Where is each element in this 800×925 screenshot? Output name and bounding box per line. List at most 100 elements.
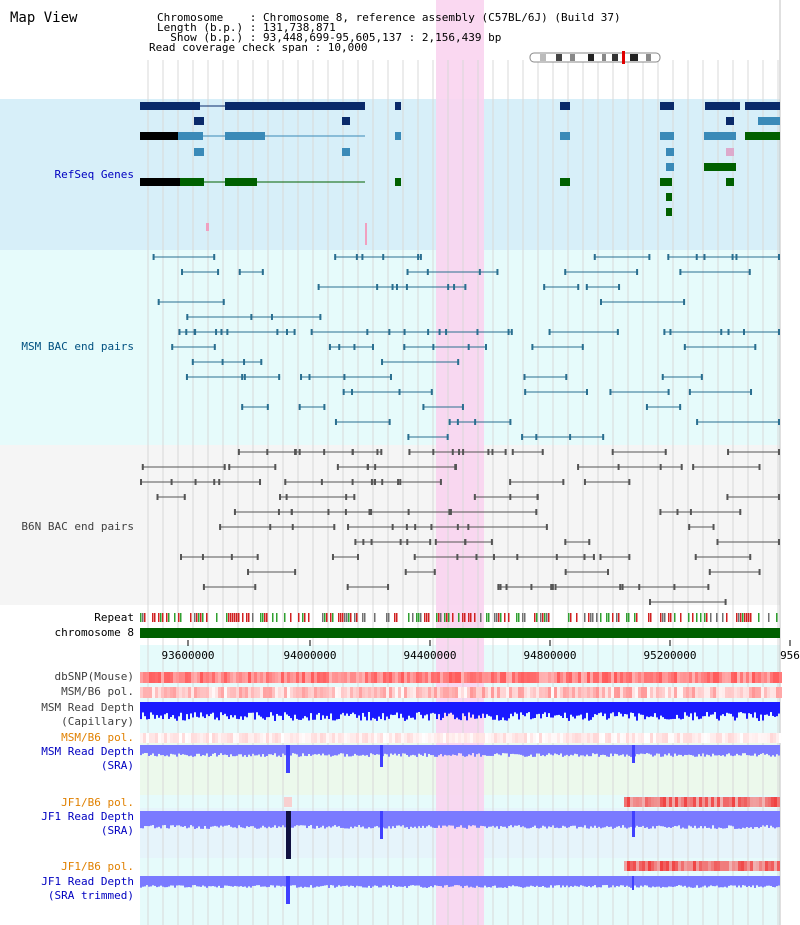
track-label-msm-depth-sra[interactable]: MSM Read Depth (SRA) [41,745,134,772]
heat-cell [653,687,656,698]
depth-bar [344,702,346,716]
depth-bar [142,811,144,829]
track-label-jf1-b6-pol[interactable]: JF1/B6 pol. [61,796,134,809]
depth-bar [394,811,396,828]
depth-bar [644,876,646,886]
depth-bar [556,745,558,755]
repeat-mark [330,613,332,622]
depth-bar [574,876,576,886]
depth-bar [522,811,524,827]
depth-bar [712,702,714,715]
gene-exon [745,102,780,110]
depth-bar [724,702,726,717]
depth-bar [260,745,262,757]
depth-bar [526,745,528,757]
depth-bar [186,876,188,888]
heat-cell [404,687,407,698]
track-label-dbsnp[interactable]: dbSNP(Mouse) [54,670,134,683]
heat-cell [428,672,431,683]
track-label-jf1-b6-pol-2[interactable]: JF1/B6 pol. [61,860,134,873]
track-label-msm-b6-pol-sra[interactable]: MSM/B6 pol. [61,731,134,744]
depth-bar [630,702,632,713]
depth-bar [510,876,512,887]
depth-bar [456,745,458,756]
heat-cell [287,672,290,683]
repeat-mark [264,613,266,622]
depth-bar [204,876,206,887]
heat-cell [648,861,651,871]
track-label-jf1-depth-trimmed[interactable]: JF1 Read Depth (SRA trimmed) [41,875,134,902]
depth-bar [276,702,278,714]
depth-bar [200,702,202,713]
depth-bar [460,876,462,887]
heat-cell [380,672,383,683]
depth-bar [570,811,572,827]
depth-bar [740,811,742,829]
depth-bar [146,876,148,886]
track-label-refseq[interactable]: RefSeq Genes [54,168,134,181]
repeat-mark [742,613,744,622]
heat-cell [284,687,287,698]
bac-end [407,434,410,440]
depth-bar [340,811,342,828]
depth-bar [270,745,272,755]
track-label-b6n-bac[interactable]: B6N BAC end pairs [21,520,134,533]
depth-bar [452,745,454,755]
depth-bar [204,702,206,719]
heat-cell [356,687,359,698]
heat-cell [776,733,779,743]
axis-tick-label: 94800000 [524,649,577,662]
gene-exon [342,117,350,125]
heat-cell [635,687,638,698]
heat-cell [539,733,542,743]
bac-end [403,344,406,350]
heat-cell [659,687,662,698]
depth-bar [514,876,516,887]
bac-end [434,539,437,545]
depth-bar [754,702,756,713]
gene-exon [225,102,365,110]
heat-cell [320,672,323,683]
depth-bar [334,702,336,721]
bac-end [228,464,231,470]
depth-bar [646,745,648,754]
depth-bar [202,745,204,756]
depth-bar [758,745,760,755]
depth-bar [356,811,358,827]
heat-cell [539,672,542,683]
depth-bar [362,876,364,888]
heat-cell [506,687,509,698]
track-label-jf1-depth-sra[interactable]: JF1 Read Depth (SRA) [41,810,134,837]
depth-bar [224,702,226,714]
depth-bar [350,745,352,757]
repeat-mark [448,613,450,622]
depth-bar [504,876,506,888]
depth-bar [208,702,210,717]
depth-bar [318,811,320,829]
depth-bar [262,702,264,719]
heat-cell [717,797,720,807]
depth-bar [736,876,738,888]
heat-cell [461,672,464,683]
repeat-mark [498,613,500,622]
heat-cell [530,672,533,683]
heat-cell [464,687,467,698]
repeat-mark [388,613,390,622]
track-label-msm-depth-capillary[interactable]: MSM Read Depth (Capillary) [41,701,134,728]
heat-cell [299,672,302,683]
heat-cell [587,733,590,743]
repeat-mark [500,613,502,622]
heat-cell [179,687,182,698]
heat-cell [719,733,722,743]
track-label-msm-bac[interactable]: MSM BAC end pairs [21,340,134,353]
bac-end [628,479,631,485]
track-label-repeat[interactable]: Repeat [94,611,134,624]
bac-end [414,524,417,530]
depth-bar [154,876,156,886]
depth-bar [612,876,614,886]
depth-bar [396,745,398,756]
repeat-mark [284,613,286,622]
depth-bar [434,702,436,714]
heat-cell [263,672,266,683]
track-label-msm-b6-pol[interactable]: MSM/B6 pol. [61,685,134,698]
